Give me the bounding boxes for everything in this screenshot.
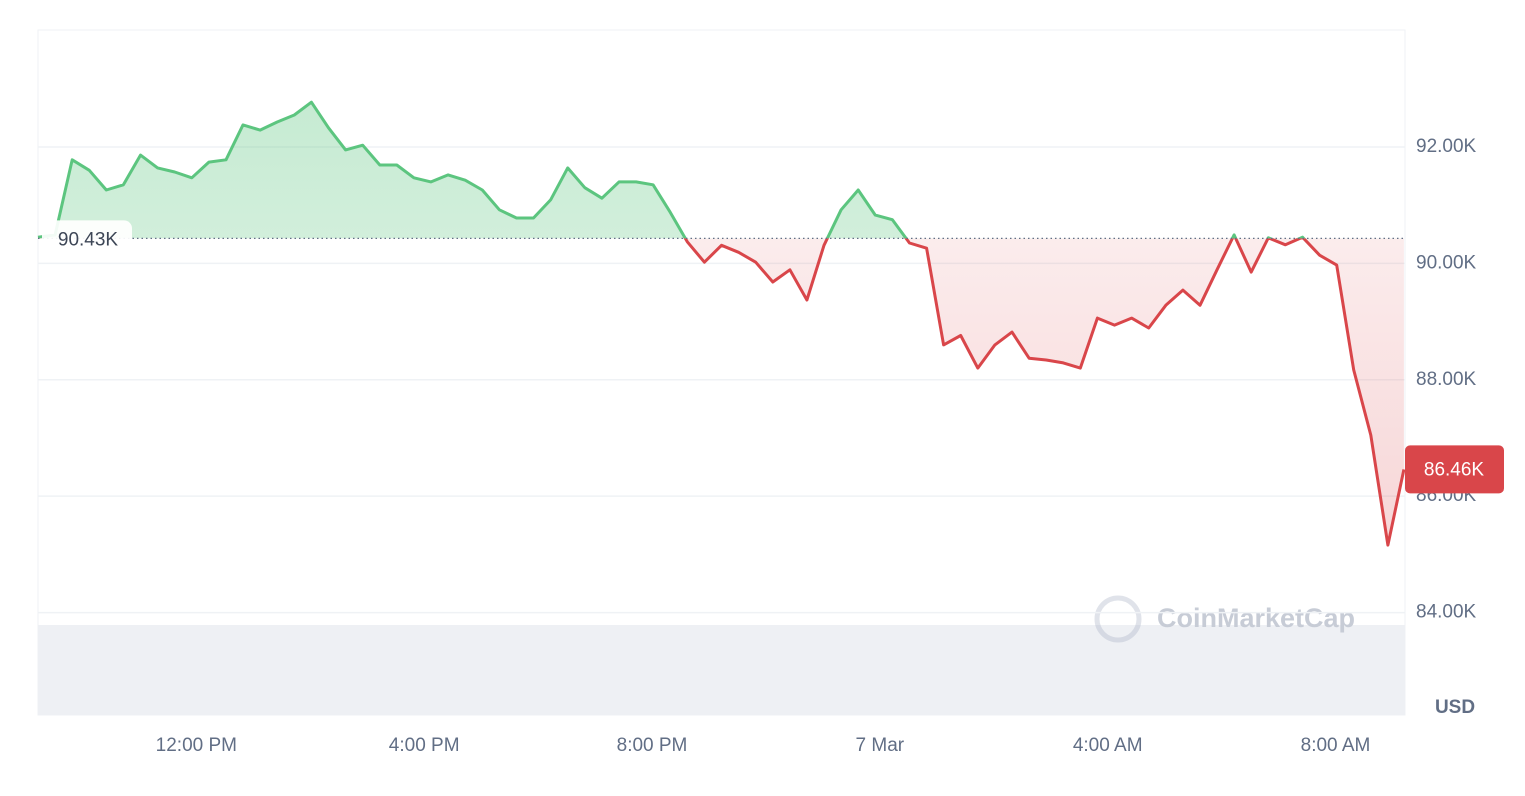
area-up (38, 102, 1304, 239)
x-tick-label: 4:00 PM (389, 735, 460, 756)
area-down (38, 238, 1404, 546)
price-line (37, 100, 1306, 239)
last-price-label: 86.46K (1424, 459, 1485, 480)
y-tick-label: 88.00K (1416, 369, 1477, 390)
reference-label: 90.43K (58, 229, 119, 250)
watermark: CoinMarketCap (1157, 603, 1355, 633)
x-tick-label: 7 Mar (856, 735, 905, 756)
x-tick-label: 8:00 AM (1301, 735, 1371, 756)
last-price-box (1405, 445, 1504, 494)
y-tick-label: 90.00K (1416, 252, 1477, 273)
y-tick-label: 84.00K (1416, 602, 1477, 623)
reference-label-box (42, 220, 132, 257)
y-tick-label: 92.00K (1416, 136, 1477, 157)
currency-label: USD (1435, 697, 1475, 718)
x-tick-label: 12:00 PM (156, 735, 237, 756)
watermark-logo (1094, 595, 1142, 643)
volume-area (38, 625, 1405, 715)
x-tick-label: 4:00 AM (1073, 735, 1143, 756)
x-tick-label: 8:00 PM (617, 735, 688, 756)
price-line (38, 238, 1406, 547)
